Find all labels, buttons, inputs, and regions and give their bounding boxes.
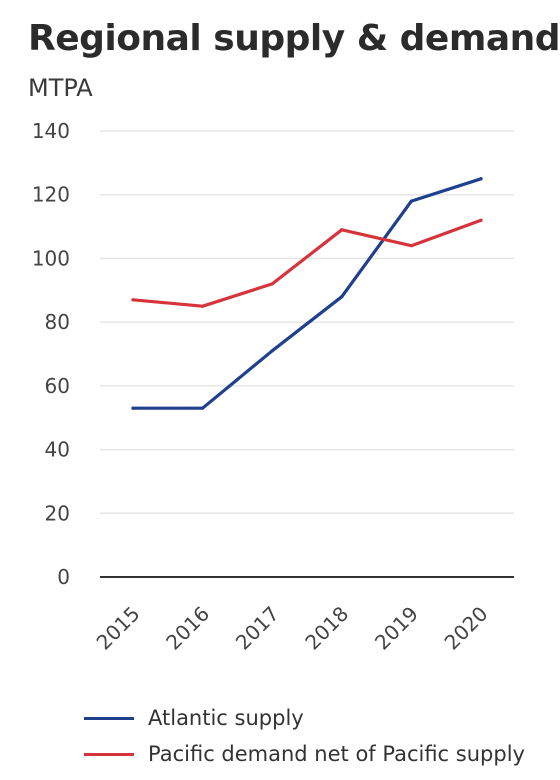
legend-label-atlantic: Atlantic supply [148, 706, 304, 730]
y-tick-label: 0 [57, 565, 70, 589]
legend-label-pacific: Pacific demand net of Pacific supply [148, 742, 525, 766]
y-tick-label: 100 [32, 246, 70, 270]
gridlines [100, 130, 514, 578]
y-axis-ticks: 0 20 40 60 80 100 120 140 [32, 119, 70, 589]
x-tick-label: 2020 [440, 602, 493, 655]
x-tick-label: 2017 [231, 602, 284, 655]
x-axis-ticks: 2015 2016 2017 2018 2019 2020 [92, 602, 493, 655]
legend-swatch-pacific [84, 752, 134, 756]
data-point [201, 304, 205, 308]
data-point [409, 244, 413, 248]
x-tick-label: 2015 [92, 602, 145, 655]
y-tick-label: 120 [32, 183, 70, 207]
legend-swatch-atlantic [84, 716, 134, 720]
series-lines [131, 177, 483, 410]
y-tick-label: 60 [45, 374, 70, 398]
series-line-atlantic-supply [131, 177, 483, 410]
data-point [479, 177, 483, 181]
y-tick-label: 40 [45, 438, 70, 462]
y-axis-unit-label: MTPA [28, 74, 93, 102]
legend-item-pacific: Pacific demand net of Pacific supply [84, 736, 525, 772]
x-tick-label: 2018 [300, 602, 353, 655]
series-line-pacific-demand [131, 218, 483, 308]
data-point [479, 218, 483, 222]
y-tick-label: 80 [45, 310, 70, 334]
legend: Atlantic supply Pacific demand net of Pa… [84, 700, 525, 772]
data-point [201, 406, 205, 410]
data-point [409, 199, 413, 203]
data-point [270, 282, 274, 286]
data-point [131, 298, 135, 302]
chart-title: Regional supply & demand [28, 18, 560, 59]
y-tick-label: 140 [32, 119, 70, 143]
legend-item-atlantic: Atlantic supply [84, 700, 525, 736]
x-tick-label: 2016 [161, 602, 214, 655]
data-point [340, 295, 344, 299]
data-point [270, 349, 274, 353]
x-tick-label: 2019 [370, 602, 423, 655]
y-tick-label: 20 [45, 501, 70, 525]
data-point [131, 406, 135, 410]
data-point [340, 228, 344, 232]
